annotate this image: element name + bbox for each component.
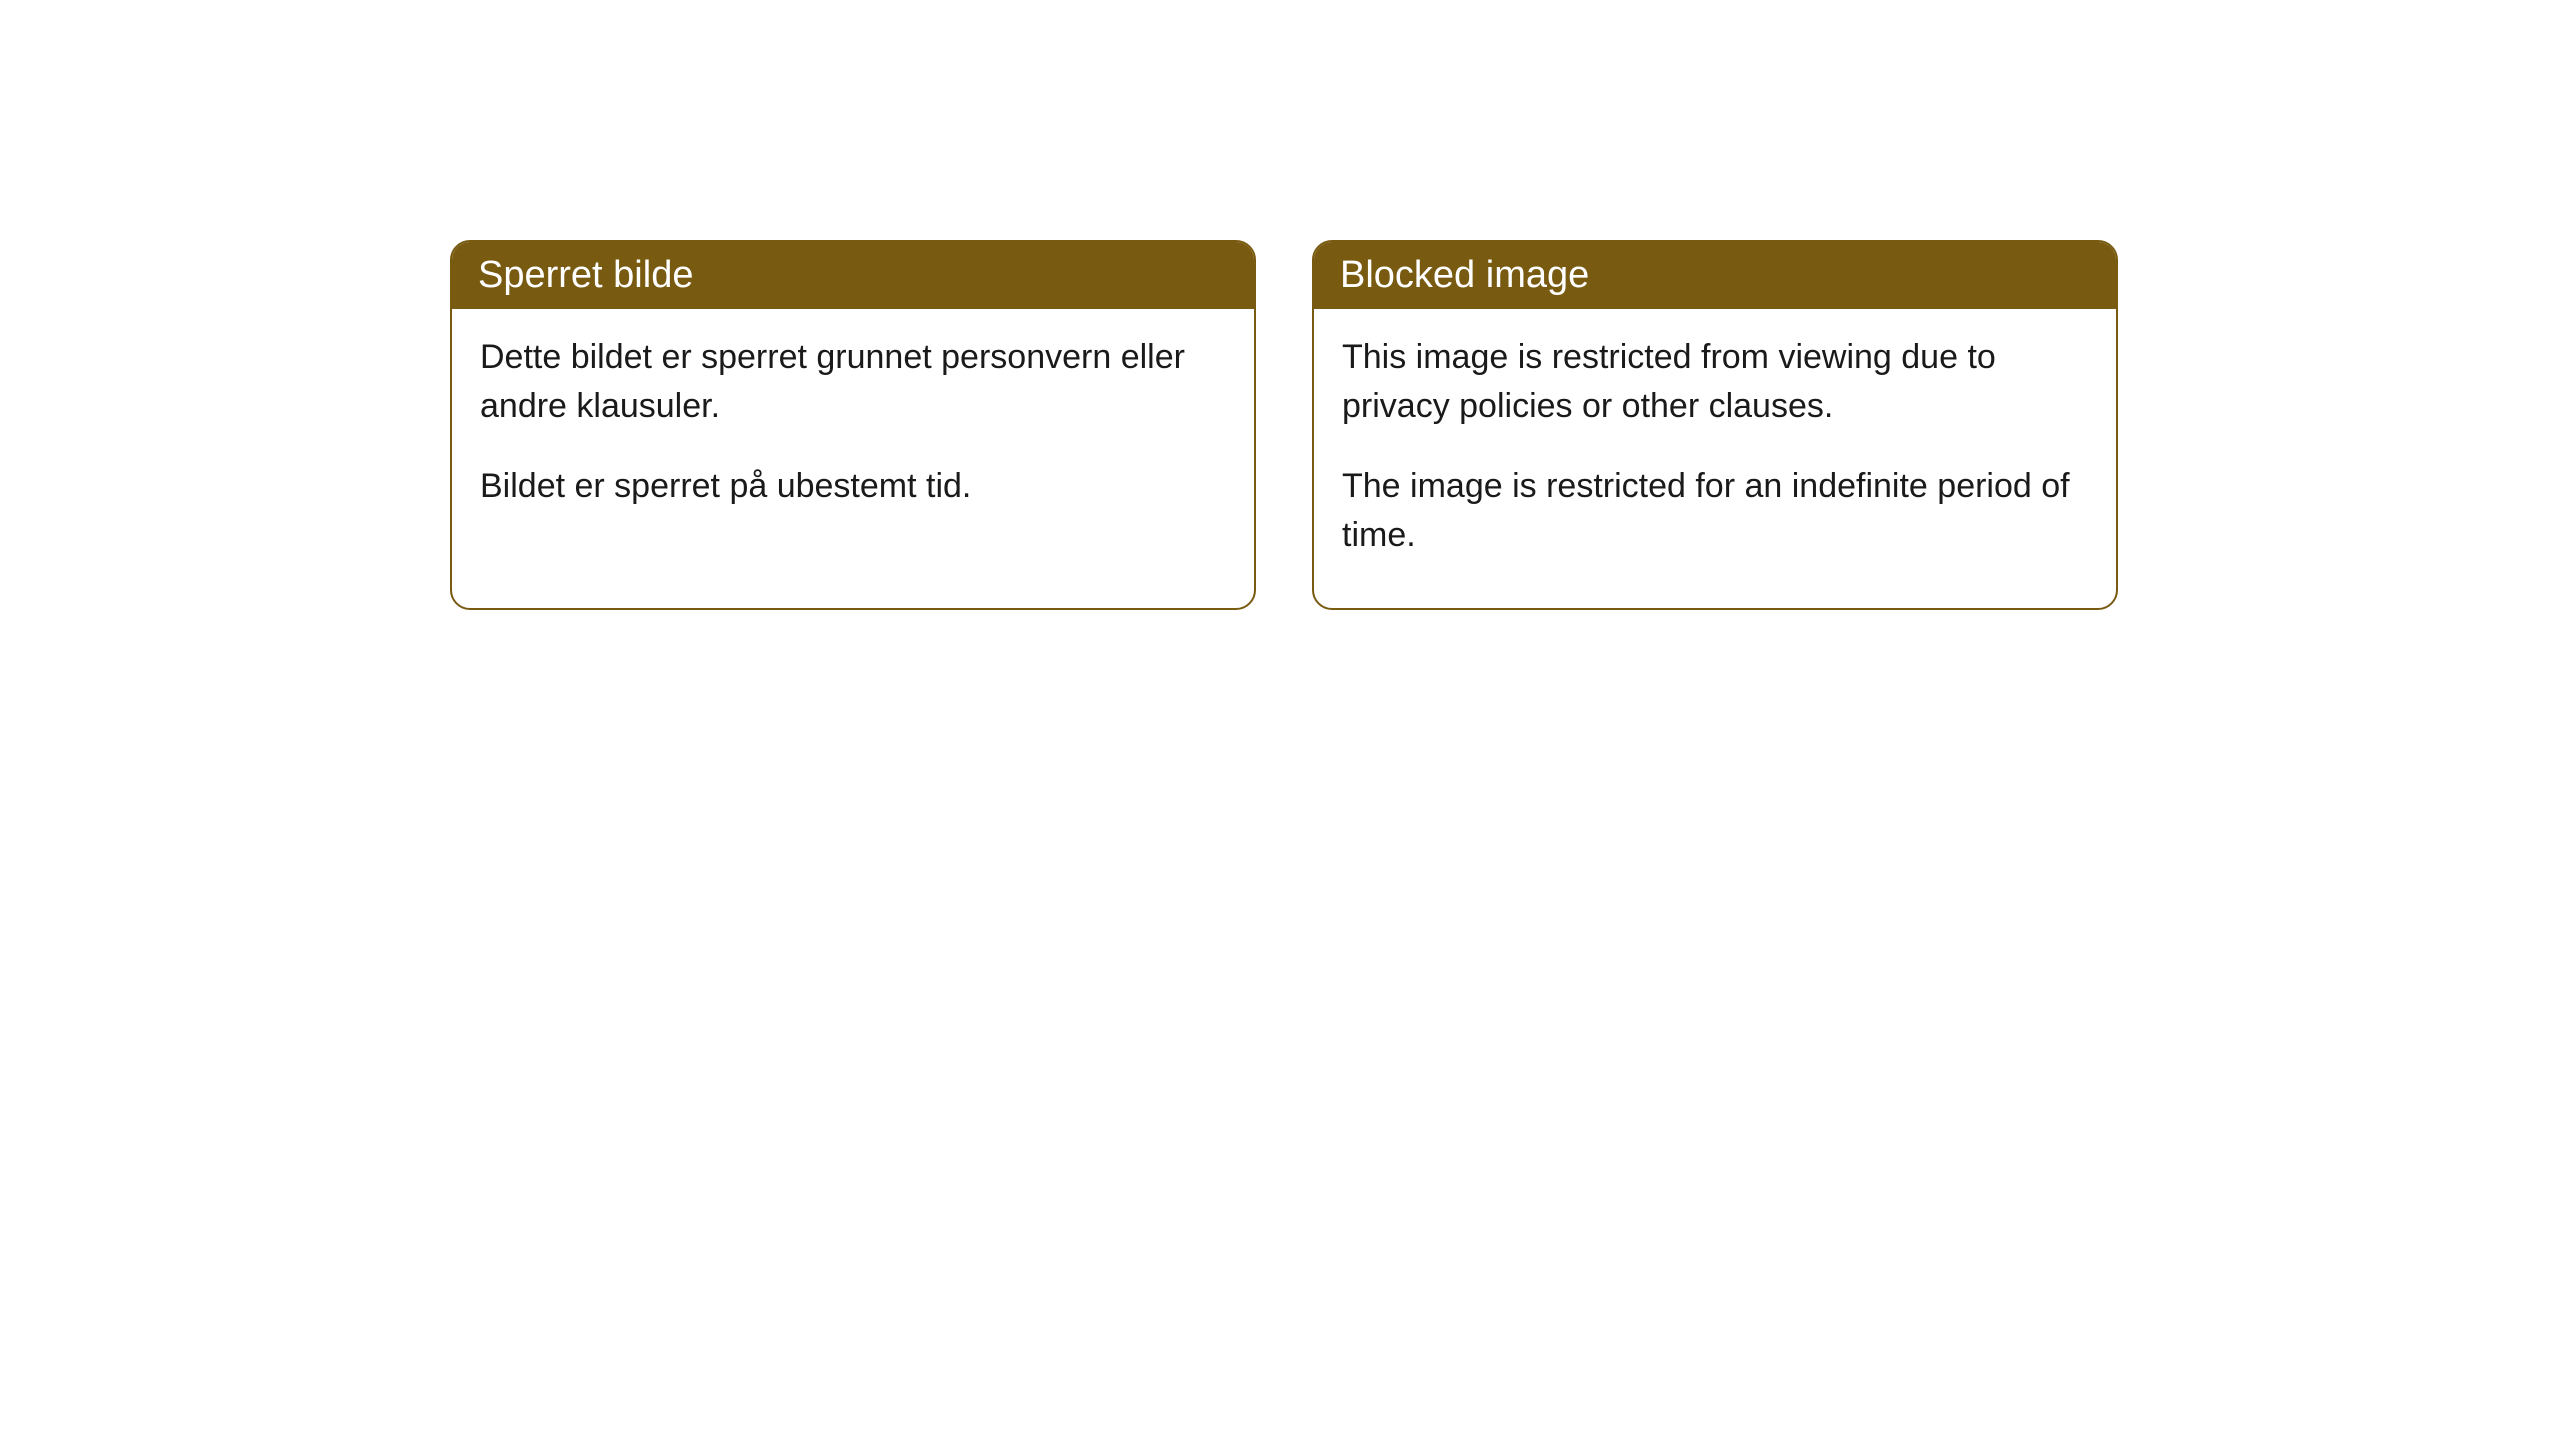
card-header-english: Blocked image bbox=[1314, 242, 2116, 309]
notice-container: Sperret bilde Dette bildet er sperret gr… bbox=[450, 240, 2118, 610]
card-paragraph: Bildet er sperret på ubestemt tid. bbox=[480, 462, 1226, 511]
card-paragraph: This image is restricted from viewing du… bbox=[1342, 333, 2088, 432]
card-paragraph: Dette bildet er sperret grunnet personve… bbox=[480, 333, 1226, 432]
notice-card-english: Blocked image This image is restricted f… bbox=[1312, 240, 2118, 610]
notice-card-norwegian: Sperret bilde Dette bildet er sperret gr… bbox=[450, 240, 1256, 610]
card-paragraph: The image is restricted for an indefinit… bbox=[1342, 462, 2088, 561]
card-body-norwegian: Dette bildet er sperret grunnet personve… bbox=[452, 309, 1254, 559]
card-body-english: This image is restricted from viewing du… bbox=[1314, 309, 2116, 608]
card-header-norwegian: Sperret bilde bbox=[452, 242, 1254, 309]
